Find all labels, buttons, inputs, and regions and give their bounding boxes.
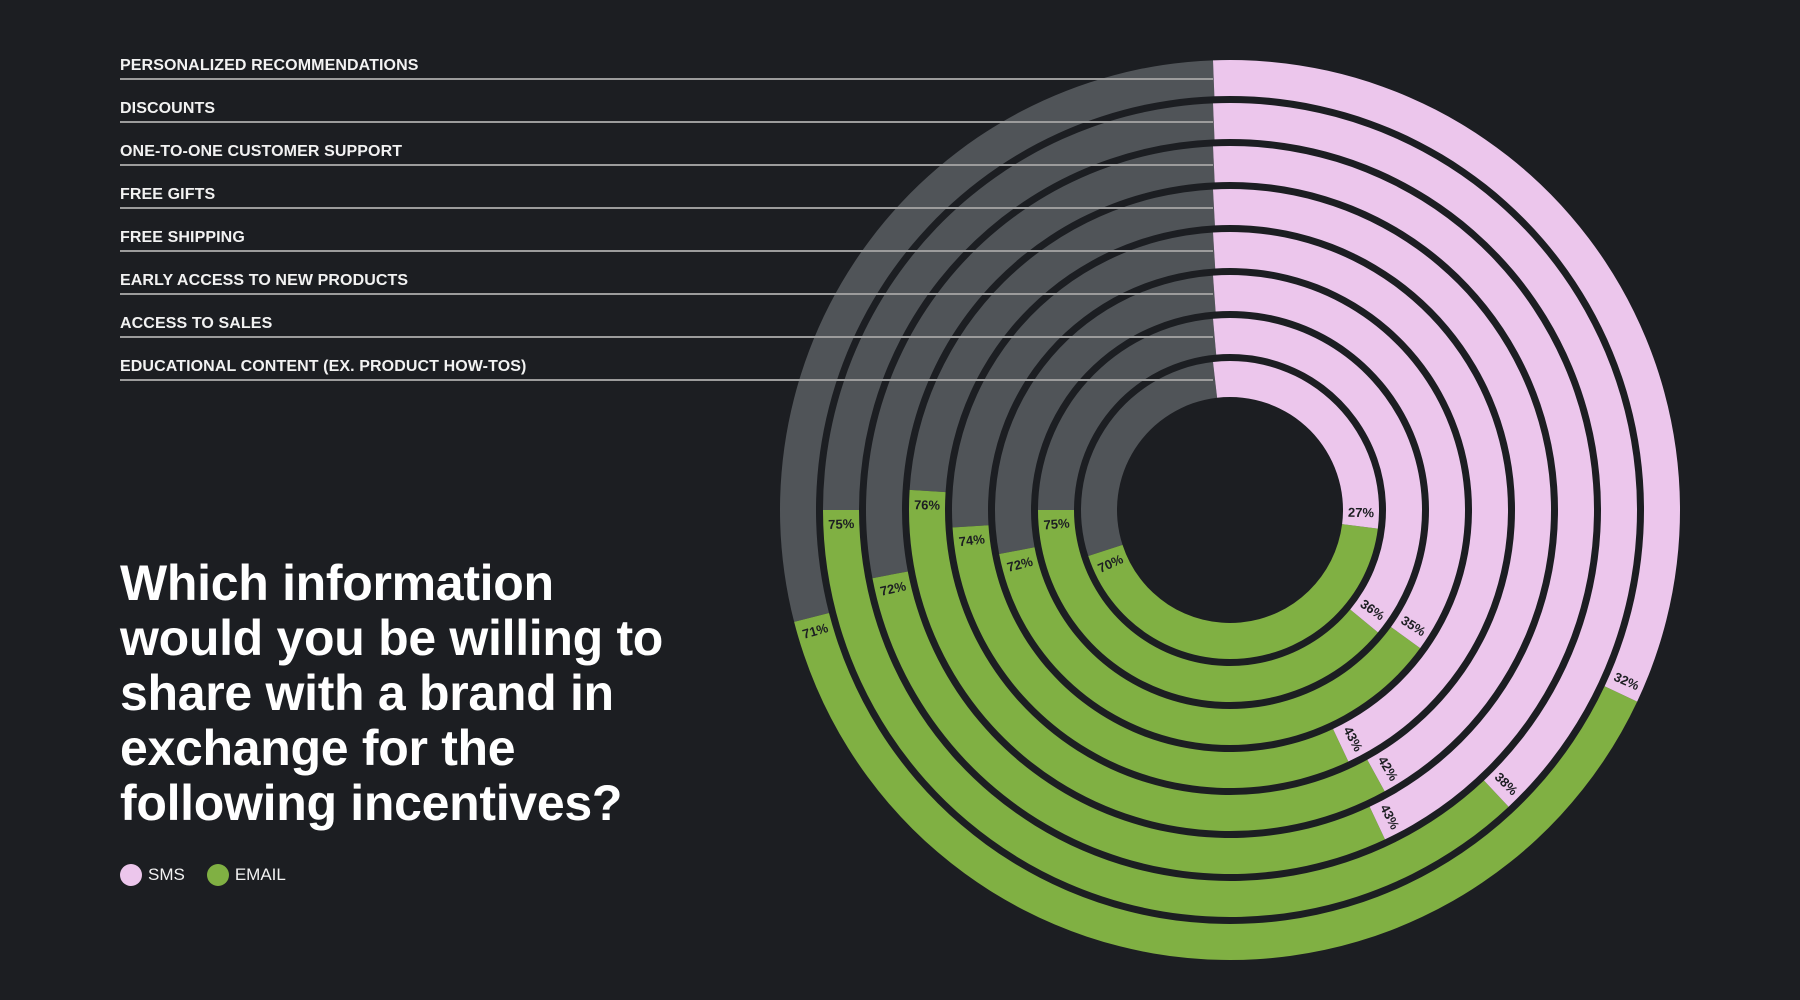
track-arc (1081, 361, 1218, 557)
category-label: DISCOUNTS (120, 100, 216, 117)
sms-arc (1213, 275, 1465, 649)
email-arc (794, 612, 1638, 960)
email-arc (909, 489, 1385, 831)
email-arc (952, 525, 1349, 788)
ring (1081, 360, 1379, 660)
email-arc (1038, 510, 1378, 703)
email-value-label: 76% (914, 497, 941, 512)
title-line: following incentives? (120, 775, 623, 831)
track-arc (823, 103, 1215, 510)
track-arc (909, 189, 1215, 493)
email-arc (1088, 524, 1378, 660)
category-label: FREE SHIPPING (120, 229, 245, 246)
email-value-label: 75% (828, 516, 855, 532)
sms-arc (1213, 59, 1680, 702)
sms-arc (1213, 189, 1551, 792)
ring (909, 189, 1551, 831)
title-line: exchange for the (120, 720, 516, 776)
legend-item-sms: SMS (120, 864, 185, 886)
category-label: FREE GIFTS (120, 186, 216, 203)
email-arc (872, 571, 1385, 874)
category-label: PERSONALIZED RECOMMENDATIONS (120, 57, 419, 74)
title-line: share with a brand in (120, 665, 614, 721)
email-color-dot-icon (206, 864, 229, 886)
legend-label-sms: SMS (148, 865, 185, 884)
sms-arc (1213, 318, 1422, 633)
email-arc (823, 510, 1509, 918)
email-arc (999, 547, 1421, 745)
email-value-label: 71% (801, 620, 831, 642)
track-arc (995, 275, 1216, 555)
email-value-label: 72% (1005, 554, 1034, 575)
title-line: Which information (120, 555, 554, 611)
legend: SMS EMAIL (120, 864, 308, 886)
ring (866, 146, 1595, 874)
category-label: EDUCATIONAL CONTENT (EX. PRODUCT HOW-TOS… (120, 358, 527, 375)
sms-value-label: 27% (1348, 505, 1375, 520)
sms-arc (1213, 102, 1638, 807)
email-value-label: 72% (879, 578, 908, 599)
sms-arc (1213, 360, 1379, 529)
ring (780, 59, 1680, 960)
ring (823, 102, 1638, 918)
track-arc (866, 146, 1215, 579)
category-label: ACCESS TO SALES (120, 315, 273, 332)
sms-arc (1213, 231, 1509, 762)
email-value-label: 75% (1043, 515, 1071, 532)
ring (995, 275, 1465, 745)
email-value-label: 74% (958, 531, 986, 549)
legend-item-email: EMAIL (206, 864, 286, 886)
title-line: would you be willing to (120, 610, 664, 666)
category-label: ONE-TO-ONE CUSTOMER SUPPORT (120, 143, 403, 160)
leader-lines (120, 78, 1213, 381)
sms-color-dot-icon (120, 864, 142, 886)
chart-title: Which information would you be willing t… (120, 556, 760, 831)
category-label: EARLY ACCESS TO NEW PRODUCTS (120, 272, 409, 289)
legend-label-email: EMAIL (234, 865, 286, 884)
ring (952, 231, 1509, 788)
sms-arc (1213, 146, 1595, 840)
